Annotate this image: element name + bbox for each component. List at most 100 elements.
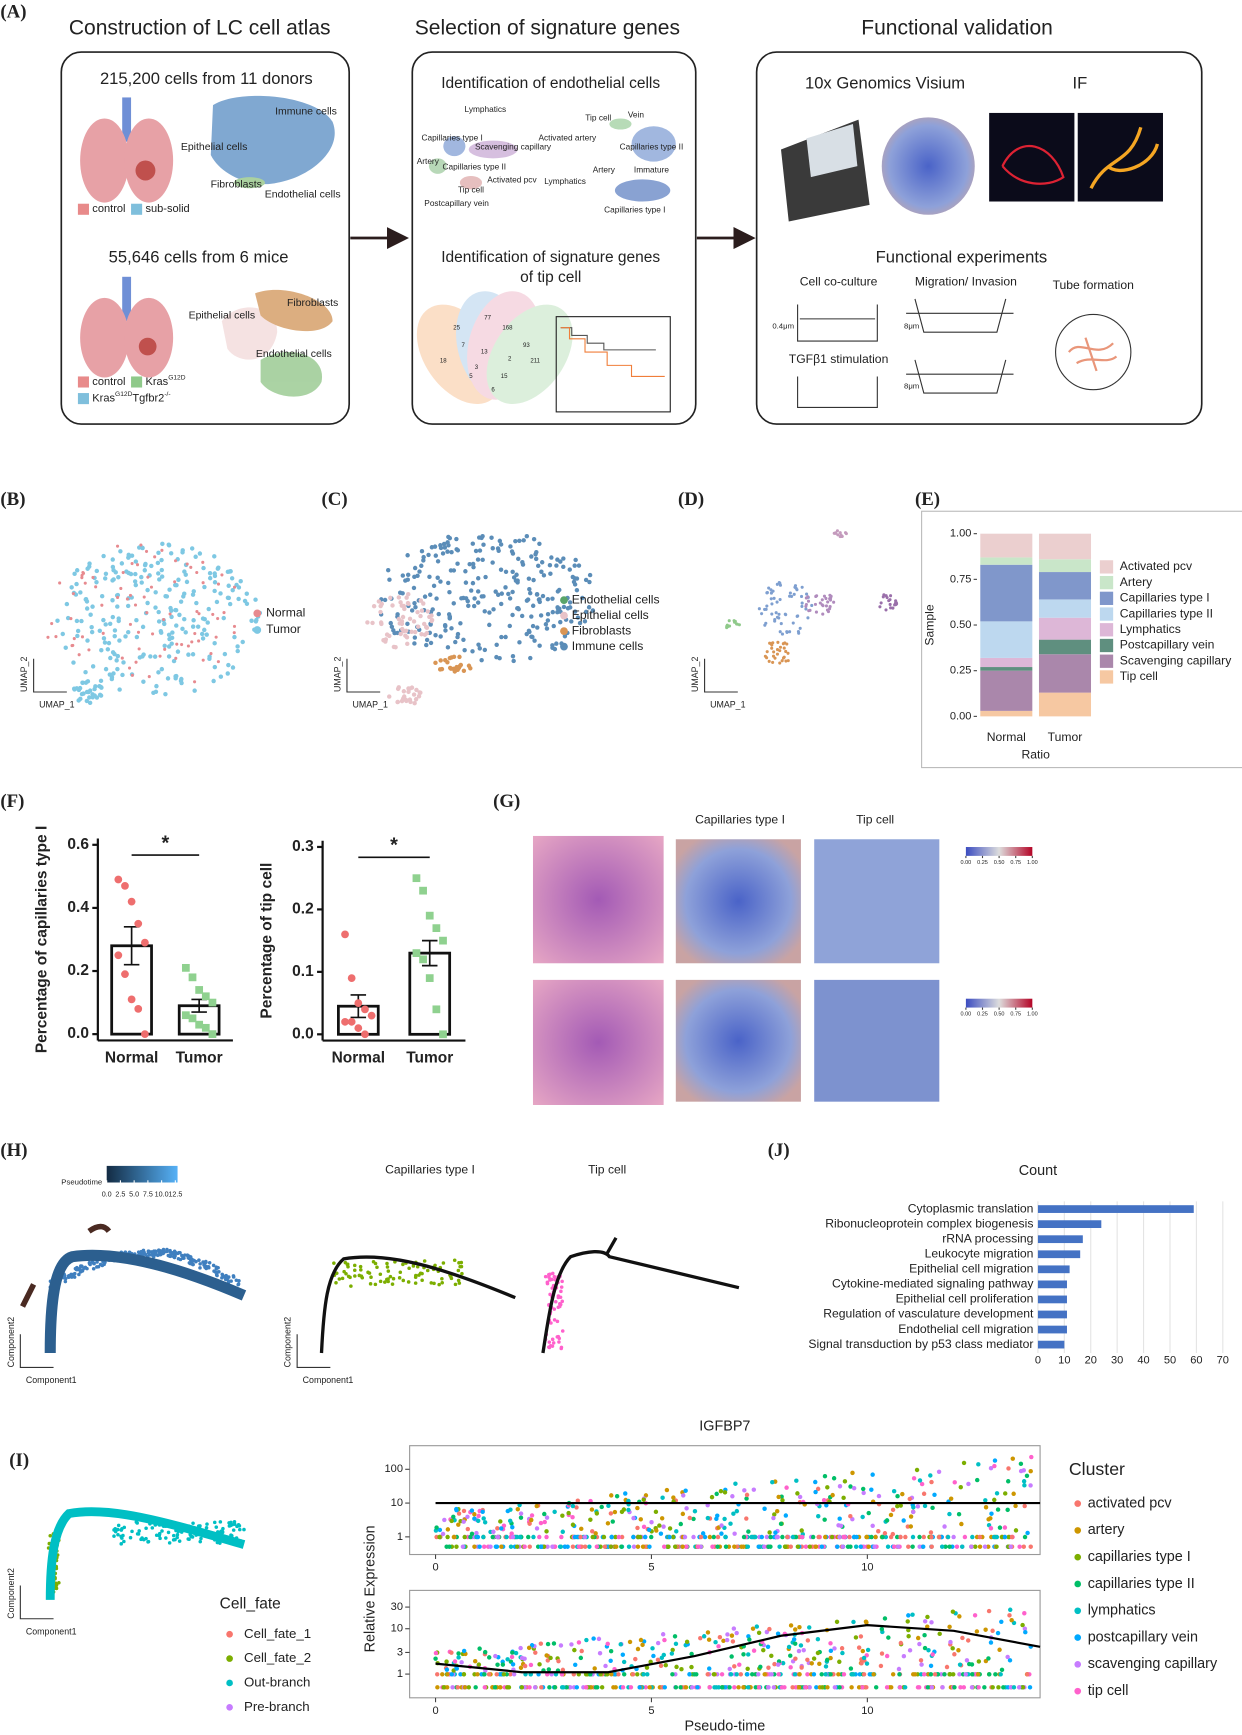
legend-swatch	[1099, 607, 1114, 621]
cell-dot	[719, 1531, 724, 1536]
cell-dot	[216, 616, 220, 621]
legend-swatch	[1074, 1687, 1082, 1695]
cell-dot	[753, 1685, 758, 1690]
cell-dot	[115, 592, 121, 598]
cell-dot	[561, 564, 566, 570]
cell-dot	[513, 538, 518, 544]
point	[439, 936, 447, 945]
cell-dot	[76, 698, 81, 703]
cell-dot	[125, 629, 131, 635]
cell-dot	[729, 1633, 735, 1638]
cell-dot	[519, 613, 525, 619]
cell-dot	[901, 1518, 906, 1523]
cell-dot	[847, 1534, 852, 1540]
cell-dot	[531, 1534, 536, 1540]
x-tick-label: 5	[648, 1562, 654, 1574]
cell-label: Endothelial cells	[265, 189, 341, 201]
cell-label: Artery	[417, 156, 440, 166]
cell-dot	[383, 1280, 387, 1284]
cell-dot	[1007, 1613, 1012, 1618]
cell-dot	[94, 580, 99, 585]
cell-dot	[186, 1256, 191, 1260]
cell-dot	[115, 544, 120, 548]
cell-dot	[144, 549, 149, 553]
cell-dot	[741, 1544, 746, 1549]
x-tick-label: 20	[1085, 1355, 1097, 1367]
cell-dot	[879, 601, 883, 605]
cell-dot	[764, 1629, 770, 1635]
cell-dot	[731, 1626, 737, 1631]
cell-dot	[871, 1672, 876, 1677]
cell-dot	[163, 691, 168, 697]
cell-dot	[777, 1544, 782, 1549]
cell-dot	[826, 600, 830, 604]
cell-dot	[147, 675, 151, 679]
cell-dot	[840, 1544, 846, 1549]
cell-dot	[528, 655, 533, 661]
cell-dot	[91, 1267, 96, 1271]
cell-dot	[724, 1637, 730, 1643]
cell-label: Artery	[593, 165, 616, 175]
legend-label: control	[92, 376, 125, 388]
cell-dot	[969, 1662, 975, 1667]
cell-dot	[182, 616, 187, 622]
cell-dot	[167, 587, 172, 592]
cell-dot	[135, 1532, 140, 1536]
cell-dot	[884, 1653, 890, 1659]
cell-dot	[443, 628, 448, 633]
cell-dot	[529, 1513, 535, 1518]
cell-dot	[345, 1262, 350, 1267]
cell-dot	[761, 1647, 766, 1653]
cell-dot	[548, 1292, 552, 1297]
cell-dot	[207, 575, 213, 581]
cell-dot	[815, 1486, 821, 1492]
cell-dot	[438, 543, 443, 548]
cell-dot	[521, 538, 526, 543]
legend-swatch	[226, 1703, 233, 1711]
y-tick-label: 100	[385, 1463, 403, 1475]
cell-dot	[509, 1531, 514, 1536]
cell-dot	[655, 1640, 661, 1646]
cell-dot	[788, 1623, 794, 1628]
cell-dot	[136, 630, 141, 634]
cell-dot	[799, 1534, 805, 1540]
cell-dot	[546, 1667, 552, 1672]
cell-dot	[835, 1544, 840, 1549]
cell-dot	[135, 563, 140, 567]
cell-dot	[156, 550, 161, 555]
cell-dot	[928, 1672, 934, 1677]
cell-dot	[340, 1276, 345, 1281]
cell-dot	[451, 654, 457, 660]
bar-segment	[1038, 639, 1092, 655]
cell-dot	[369, 1275, 373, 1279]
cell-dot	[906, 1544, 911, 1549]
point	[354, 1024, 363, 1032]
cell-dot	[839, 1646, 845, 1651]
cell-dot	[507, 623, 512, 629]
cell-dot	[644, 1665, 650, 1670]
cell-dot	[759, 1534, 765, 1540]
cell-dot	[928, 1530, 934, 1535]
cell-dot	[956, 1512, 962, 1517]
cell-dot	[727, 1685, 732, 1690]
cell-dot	[493, 1653, 498, 1659]
cell-dot	[418, 613, 423, 619]
cell-dot	[467, 561, 472, 567]
cell-dot	[1006, 1466, 1011, 1471]
legend-label: control	[92, 203, 125, 215]
colorbar-label: 0.25	[977, 1012, 988, 1018]
cell-dot	[125, 597, 129, 601]
cell-dot	[498, 542, 504, 547]
colorbar-label: 10.0	[155, 1190, 169, 1199]
cell-dot	[180, 550, 185, 555]
point	[419, 955, 427, 964]
point	[134, 919, 143, 928]
cell-dot	[128, 1535, 133, 1540]
cell-dot	[544, 1653, 549, 1658]
point	[361, 1030, 369, 1039]
cell-dot	[767, 1530, 772, 1535]
cell-dot	[762, 1672, 767, 1677]
cell-dot	[75, 633, 80, 639]
cell-dot	[883, 1534, 889, 1540]
legend-label: Capillaries type II	[1120, 606, 1213, 620]
